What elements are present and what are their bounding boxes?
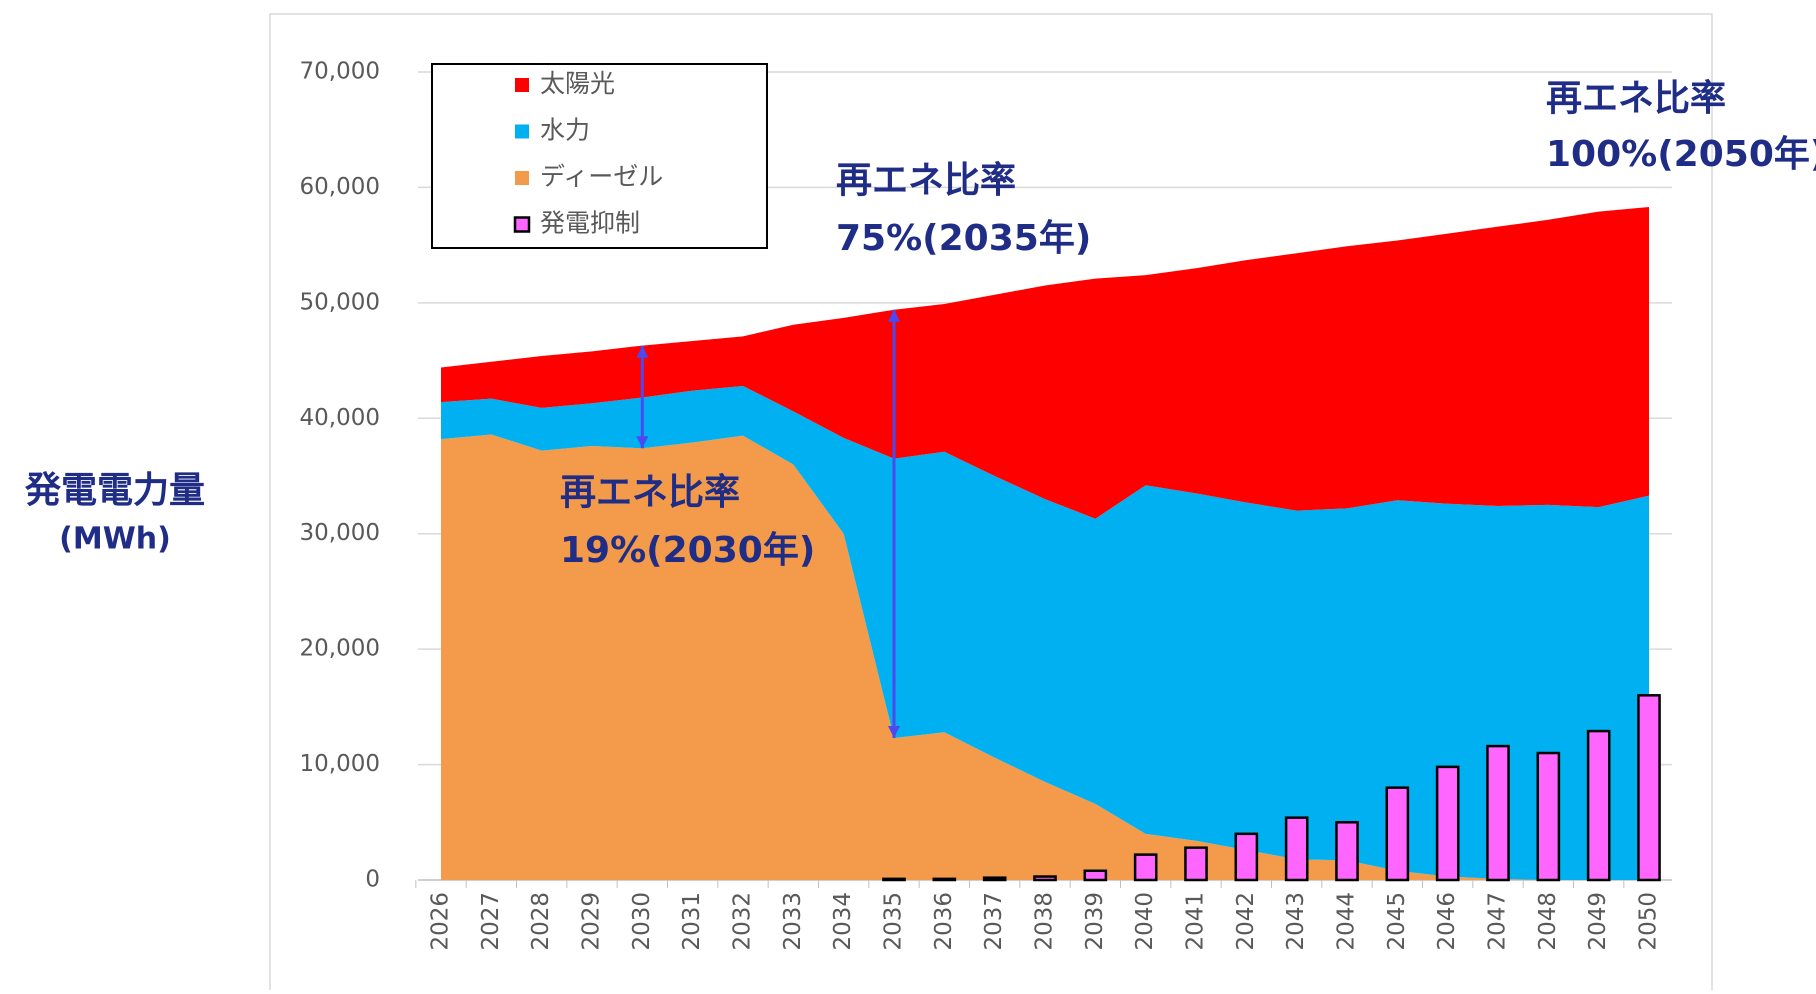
annotation: 再エネ比率 [1546, 78, 1726, 119]
x-tick-label: 2047 [1485, 892, 1511, 951]
bar [1083, 869, 1108, 882]
bar [1536, 751, 1561, 882]
area [441, 434, 1649, 880]
x-tick-label: 2049 [1585, 892, 1611, 951]
x-tick-label: 2031 [679, 892, 705, 951]
x-tick-label: 2044 [1334, 892, 1360, 951]
bar [982, 876, 1007, 882]
legend-label: 発電抑制 [540, 209, 640, 238]
bar [1184, 846, 1208, 882]
bar [1435, 765, 1460, 882]
area [441, 385, 1649, 880]
annotation: 75%(2035年) [836, 218, 1091, 259]
legend-swatch [515, 78, 529, 92]
y-tick-label: 20,000 [300, 636, 380, 662]
x-tick-label: 2032 [730, 892, 756, 951]
bar [1486, 744, 1510, 882]
bar [1284, 816, 1309, 882]
area [441, 207, 1649, 519]
annotation: 100%(2050年) [1546, 134, 1816, 175]
bar [1586, 729, 1611, 882]
x-tick-label: 2035 [881, 892, 907, 951]
x-tick-label: 2048 [1535, 892, 1561, 951]
y-axis-label: (MWh) [59, 522, 171, 557]
y-tick-label: 10,000 [300, 751, 380, 777]
x-tick-label: 2040 [1132, 892, 1158, 951]
x-tick-label: 2028 [528, 892, 554, 951]
legend-swatch [515, 124, 529, 139]
chart-frame [269, 13, 1713, 994]
x-tick-label: 2030 [629, 892, 655, 951]
y-tick-label: 0 [365, 867, 380, 893]
y-tick-label: 30,000 [300, 520, 380, 546]
legend-swatch [513, 216, 531, 233]
x-tick-label: 2041 [1183, 892, 1209, 951]
bar [1637, 694, 1661, 882]
bar [1385, 786, 1410, 882]
bar [1234, 832, 1259, 882]
x-tick-label: 2033 [780, 892, 806, 951]
y-tick-label: 40,000 [300, 405, 380, 431]
y-axis-label: 発電電力量 [25, 470, 205, 511]
x-tick-label: 2029 [579, 892, 605, 951]
x-tick-label: 2026 [428, 892, 454, 951]
legend [431, 63, 768, 249]
x-tick-label: 2042 [1233, 892, 1259, 951]
x-tick-label: 2034 [830, 892, 856, 951]
annotation: 19%(2030年) [560, 530, 815, 571]
bar [932, 877, 957, 882]
x-tick-label: 2046 [1434, 892, 1460, 951]
x-tick-label: 2043 [1283, 892, 1309, 951]
y-tick-label: 70,000 [300, 59, 380, 85]
bar [1033, 875, 1057, 882]
x-tick-label: 2036 [931, 892, 957, 951]
x-tick-label: 2050 [1636, 892, 1662, 951]
bar [1133, 853, 1158, 882]
arrow-head [636, 345, 649, 449]
x-tick-label: 2027 [478, 892, 504, 951]
x-tick-label: 2038 [1032, 892, 1058, 951]
legend-label: 太陽光 [540, 69, 615, 98]
legend-label: ディーゼル [540, 162, 663, 191]
x-tick-label: 2039 [1082, 892, 1108, 951]
annotation: 再エネ比率 [560, 472, 740, 513]
x-tick-label: 2045 [1384, 892, 1410, 951]
bar [882, 877, 906, 882]
legend-swatch [515, 171, 529, 185]
bar [1335, 821, 1359, 882]
x-tick-label: 2037 [981, 892, 1007, 951]
y-tick-label: 50,000 [300, 289, 380, 315]
legend-label: 水力 [540, 116, 590, 145]
y-tick-label: 60,000 [300, 174, 380, 200]
annotation: 再エネ比率 [836, 160, 1016, 201]
